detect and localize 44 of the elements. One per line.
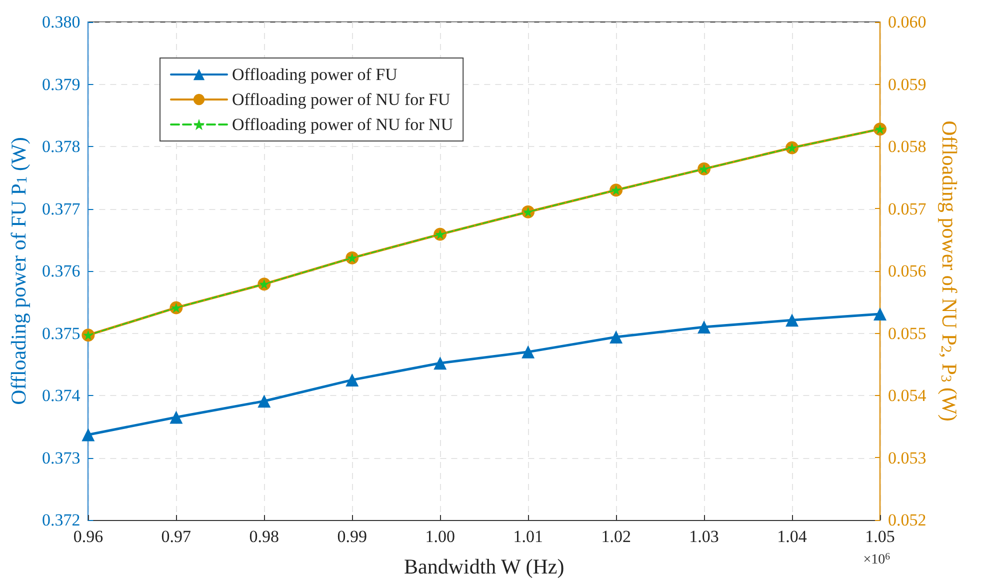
point <box>170 410 183 424</box>
y-tick-label: 0.375 <box>42 324 80 343</box>
point <box>434 356 447 370</box>
x-axis-title: Bandwidth W (Hz) <box>404 554 564 578</box>
point <box>874 307 886 320</box>
point <box>610 330 623 344</box>
legend-label: Offloading power of NU for NU <box>232 115 454 134</box>
y2-tick-label: 0.057 <box>888 199 927 218</box>
x-tick-label: 1.01 <box>513 527 543 546</box>
y2-tick-label: 0.058 <box>888 137 926 156</box>
x-tick-label: 1.04 <box>777 527 808 546</box>
x-tick-label: 1.05 <box>865 527 895 546</box>
x-tick-label: 0.97 <box>161 527 192 546</box>
y-tick-label: 0.378 <box>42 137 80 156</box>
x-tick-label: 0.99 <box>337 527 368 546</box>
y-tick-label: 0.376 <box>42 262 80 280</box>
point <box>82 428 95 442</box>
point <box>786 314 799 327</box>
y2-tick-label: 0.055 <box>888 324 926 343</box>
y-tick-label: 0.377 <box>42 199 81 218</box>
x-tick-label: 1.00 <box>425 527 455 546</box>
point <box>522 345 535 358</box>
y-tick-label: 0.379 <box>42 74 80 94</box>
point <box>698 320 711 334</box>
x-tick-label: 1.03 <box>689 527 719 546</box>
legend-label: Offloading power of FU <box>232 65 398 84</box>
legend-label: Offloading power of NU for FU <box>232 90 450 109</box>
y2-tick-label: 0.053 <box>888 448 926 468</box>
y2-tick-label: 0.059 <box>888 74 926 94</box>
y-tick-label: 0.373 <box>42 448 80 468</box>
point <box>258 394 271 408</box>
y2-tick-label: 0.060 <box>888 12 926 32</box>
y-tick-label: 0.372 <box>42 510 80 530</box>
x-tick-label: 1.02 <box>601 527 631 546</box>
x-tick-label: 0.98 <box>249 527 280 546</box>
point <box>346 373 359 386</box>
y2-axis-title: Offloading power of NU P2, P3 (W) <box>938 120 962 422</box>
y2-tick-label: 0.054 <box>888 386 927 405</box>
y-tick-label: 0.380 <box>42 12 80 32</box>
y-tick-label: 0.374 <box>42 386 81 405</box>
x-tick-label: 0.96 <box>73 527 104 546</box>
y2-tick-label: 0.056 <box>888 262 926 280</box>
y-axis-title: Offloading power of FU P1 (W) <box>6 137 31 405</box>
y2-tick-label: 0.052 <box>888 510 926 530</box>
